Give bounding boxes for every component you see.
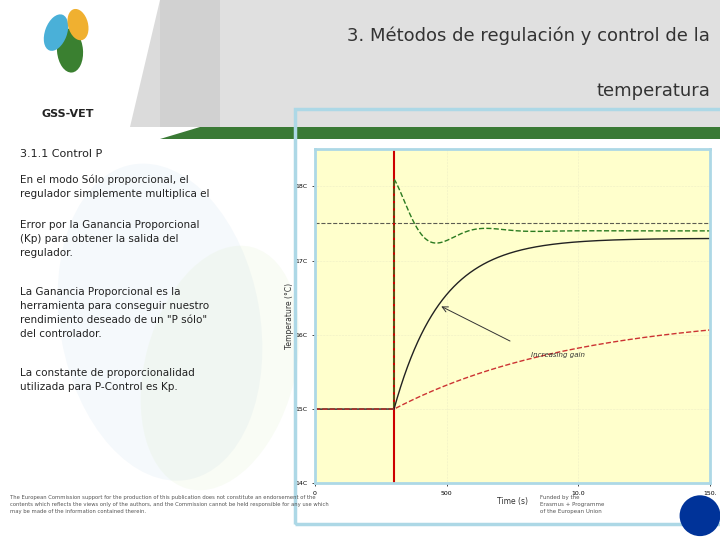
Text: +: + [415, 222, 423, 233]
FancyBboxPatch shape [469, 218, 546, 258]
Y-axis label: Temperature (°C): Temperature (°C) [284, 283, 294, 349]
Circle shape [680, 495, 720, 536]
Text: Controller
Output: Controller Output [623, 228, 665, 247]
Text: 3.1.1 Control P: 3.1.1 Control P [20, 150, 102, 159]
Polygon shape [160, 127, 720, 139]
Text: SP: SP [318, 233, 330, 242]
Bar [0, 0, 160, 127]
Text: La constante de proporcionalidad
utilizada para P-Control es Kp.: La constante de proporcionalidad utiliza… [20, 368, 194, 392]
Text: En el modo Sólo proporcional, el
regulador simplemente multiplica el: En el modo Sólo proporcional, el regulad… [20, 174, 210, 199]
Text: Increasing gain: Increasing gain [531, 352, 585, 358]
Text: Error por la Ganancia Proporcional
(Kp) para obtener la salida del
regulador.: Error por la Ganancia Proporcional (Kp) … [20, 220, 199, 258]
Polygon shape [130, 0, 220, 127]
Ellipse shape [44, 15, 68, 51]
Text: temperatura: temperatura [596, 83, 710, 100]
Ellipse shape [58, 164, 262, 481]
Text: Error: Error [451, 225, 472, 233]
Ellipse shape [140, 246, 300, 490]
Text: La Ganancia Proporcional es la
herramienta para conseguir nuestro
rendimiento de: La Ganancia Proporcional es la herramien… [20, 287, 209, 339]
Text: 3. Métodos de regulación y control de la: 3. Métodos de regulación y control de la [347, 26, 710, 45]
Text: Funded by the
Erasmus + Programme
of the European Union: Funded by the Erasmus + Programme of the… [540, 495, 604, 514]
Text: (multiply Error
by Kp): (multiply Error by Kp) [480, 228, 536, 247]
Text: PV: PV [423, 318, 436, 328]
Text: (subtract PV
from SP): (subtract PV from SP) [406, 196, 454, 215]
Text: The European Commission support for the production of this publication does not : The European Commission support for the … [10, 495, 329, 514]
Ellipse shape [68, 9, 89, 40]
Text: -: - [425, 259, 429, 268]
X-axis label: Time (s): Time (s) [497, 497, 528, 507]
Text: GSS-VET: GSS-VET [42, 109, 94, 119]
Ellipse shape [57, 29, 83, 72]
